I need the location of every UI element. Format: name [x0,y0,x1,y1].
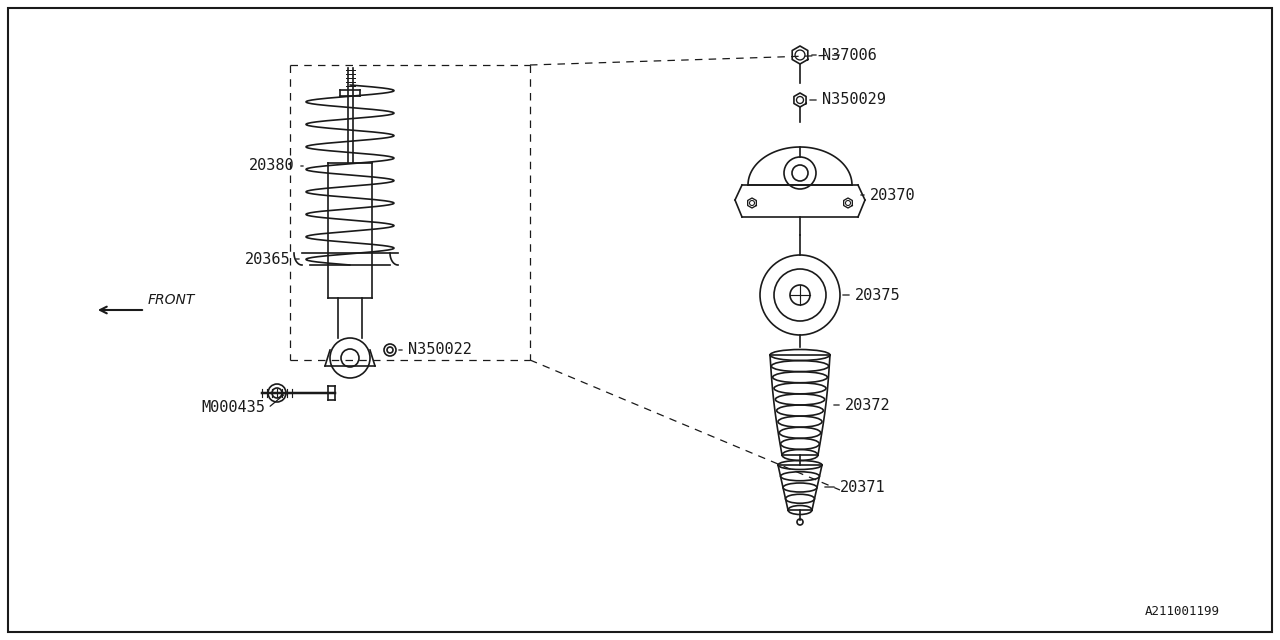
Text: A211001199: A211001199 [1146,605,1220,618]
Text: 20372: 20372 [845,397,891,413]
Text: 20380: 20380 [250,159,294,173]
Text: 20375: 20375 [855,287,901,303]
Text: 20371: 20371 [840,479,886,495]
Text: N37006: N37006 [822,47,877,63]
Text: FRONT: FRONT [148,293,196,307]
Text: N350022: N350022 [408,342,472,358]
Text: 20370: 20370 [870,188,915,202]
Text: 20365: 20365 [244,252,291,266]
Text: M000435: M000435 [201,401,265,415]
Text: N350029: N350029 [822,93,886,108]
